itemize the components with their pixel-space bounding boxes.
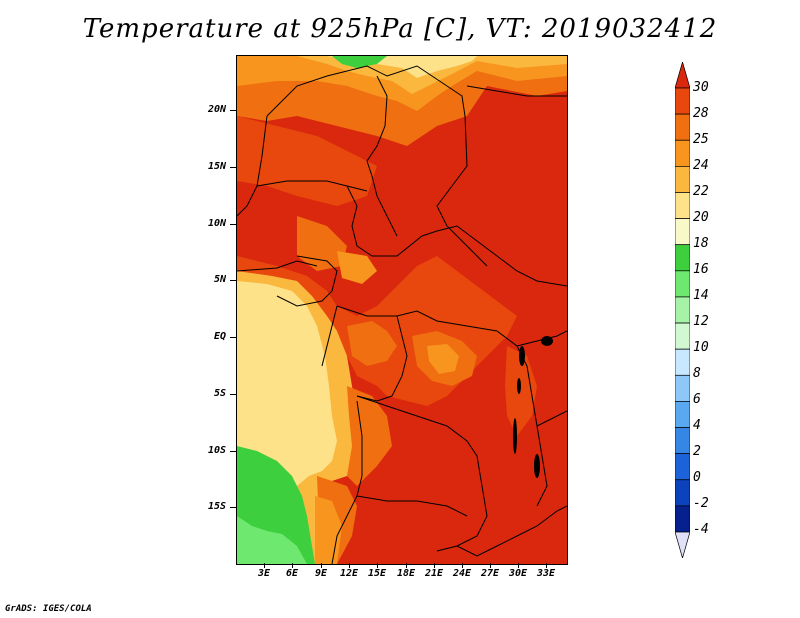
lat-tick-10s xyxy=(230,451,236,452)
colorbar-top-triangle xyxy=(674,60,691,89)
colorbar-label-25: 25 xyxy=(693,132,709,147)
colorbar-segment xyxy=(674,244,691,272)
lat-label-10s: 10S xyxy=(207,445,226,456)
lon-label-21e: 21E xyxy=(424,568,444,579)
colorbar-label-28: 28 xyxy=(693,106,709,121)
colorbar-segment xyxy=(674,166,691,193)
grads-credit: GrADS: IGES/COLA xyxy=(5,604,92,614)
lon-label-15e: 15E xyxy=(367,568,387,579)
colorbar-label-30: 30 xyxy=(693,80,709,95)
colorbar-label-16: 16 xyxy=(693,262,709,277)
colorbar-segment xyxy=(674,505,691,533)
lon-label-18e: 18E xyxy=(396,568,416,579)
lat-tick-5n xyxy=(230,280,236,281)
colorbar-segment xyxy=(674,218,691,246)
lon-tick-21e xyxy=(434,563,435,568)
lat-label-15s: 15S xyxy=(207,501,226,512)
lat-tick-15n xyxy=(230,167,236,168)
lon-label-6e: 6E xyxy=(285,568,299,579)
lat-label-15n: 15N xyxy=(207,161,226,172)
colorbar-label-10: 10 xyxy=(693,340,709,355)
lon-label-24e: 24E xyxy=(452,568,472,579)
lat-tick-10n xyxy=(230,224,236,225)
colorbar-label-0: 0 xyxy=(693,470,701,485)
lon-tick-30e xyxy=(518,563,519,568)
colorbar-segment xyxy=(674,427,691,454)
lat-label-10n: 10N xyxy=(207,218,226,229)
colorbar-segment xyxy=(674,87,691,115)
colorbar-segment xyxy=(674,374,691,402)
lat-tick-15s xyxy=(230,507,236,508)
lat-tick-eq xyxy=(230,337,236,338)
colorbar-label-8: 8 xyxy=(693,366,701,381)
lon-tick-3e xyxy=(264,563,265,568)
colorbar-label-12: 12 xyxy=(693,314,709,329)
colorbar-segment xyxy=(674,139,691,167)
lat-tick-20n xyxy=(230,110,236,111)
colorbar-segment xyxy=(674,296,691,324)
colorbar-segment xyxy=(674,479,691,507)
colorbar-label-20: 20 xyxy=(693,210,709,225)
colorbar-label-18: 18 xyxy=(693,236,709,251)
colorbar xyxy=(674,60,691,560)
colorbar-label-14: 14 xyxy=(693,288,709,303)
lat-label-20n: 20N xyxy=(207,104,226,115)
colorbar-segment xyxy=(674,113,691,141)
colorbar-segment xyxy=(674,453,691,481)
lat-label-5n: 5N xyxy=(213,274,226,285)
lon-tick-18e xyxy=(406,563,407,568)
lon-label-9e: 9E xyxy=(314,568,328,579)
lon-label-3e: 3E xyxy=(257,568,271,579)
lon-tick-24e xyxy=(462,563,463,568)
colorbar-label-22: 22 xyxy=(693,184,709,199)
colorbar-segment xyxy=(674,270,691,298)
colorbar-label-6: 6 xyxy=(693,392,701,407)
lon-label-27e: 27E xyxy=(480,568,500,579)
colorbar-segment xyxy=(674,348,691,376)
colorbar-label-neg4: -4 xyxy=(693,522,709,537)
colorbar-segment xyxy=(674,322,691,350)
lon-tick-9e xyxy=(321,563,322,568)
colorbar-label-neg2: -2 xyxy=(693,496,709,511)
lon-tick-27e xyxy=(490,563,491,568)
lon-tick-33e xyxy=(546,563,547,568)
lon-label-33e: 33E xyxy=(536,568,556,579)
lon-label-30e: 30E xyxy=(508,568,528,579)
colorbar-label-24: 24 xyxy=(693,158,709,173)
lat-label-5s: 5S xyxy=(213,388,226,399)
lon-label-12e: 12E xyxy=(339,568,359,579)
map-title: Temperature at 925hPa [C], VT: 201903241… xyxy=(82,14,718,44)
colorbar-segment xyxy=(674,401,691,428)
lat-label-eq: EQ xyxy=(213,331,226,342)
temperature-map xyxy=(236,55,568,565)
colorbar-label-2: 2 xyxy=(693,444,701,459)
colorbar-label-4: 4 xyxy=(693,418,701,433)
lat-tick-5s xyxy=(230,394,236,395)
colorbar-bottom-triangle xyxy=(674,531,691,560)
lon-tick-15e xyxy=(377,563,378,568)
lon-tick-6e xyxy=(292,563,293,568)
colorbar-segment xyxy=(674,192,691,219)
lon-tick-12e xyxy=(349,563,350,568)
